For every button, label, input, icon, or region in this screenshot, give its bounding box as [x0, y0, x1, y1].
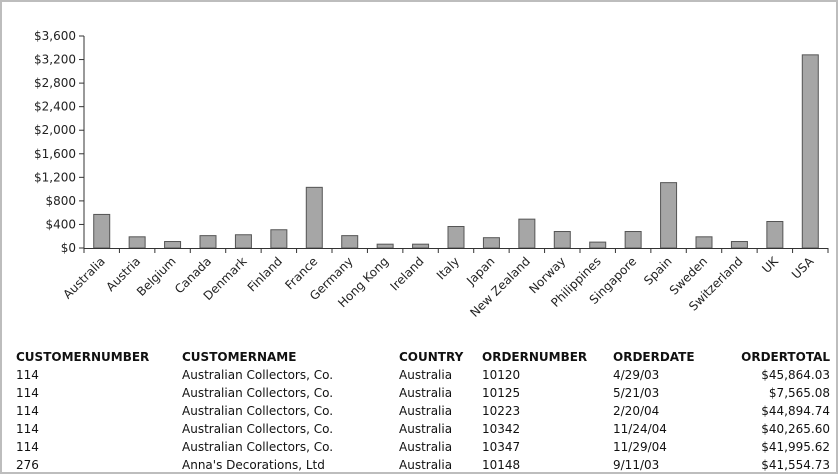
bar-spain [660, 182, 678, 249]
cell-orderdate: 4/29/03 [613, 368, 660, 382]
bar-hong-kong [376, 243, 394, 249]
bar-france [305, 186, 323, 249]
bar-australia [93, 213, 111, 249]
x-tick-label: USA [789, 254, 817, 282]
header-ordertotal: ORDERTOTAL [741, 350, 830, 364]
cell-country: Australia [399, 458, 453, 472]
bar-new-zealand [518, 218, 536, 249]
cell-customername: Australian Collectors, Co. [182, 422, 334, 436]
table-header-row: CUSTOMERNUMBER CUSTOMERNAME COUNTRY ORDE… [16, 348, 830, 366]
cell-country: Australia [399, 404, 453, 418]
cell-customername: Australian Collectors, Co. [182, 404, 334, 418]
cell-customernumber: 276 [16, 458, 39, 472]
cell-country: Australia [399, 368, 453, 382]
bar-finland [270, 229, 288, 249]
y-tick-label: $2,400 [34, 100, 76, 114]
cell-customername: Australian Collectors, Co. [182, 368, 334, 382]
x-tick-label: UK [759, 253, 781, 275]
header-orderdate: ORDERDATE [613, 350, 695, 364]
bar-belgium [164, 241, 182, 249]
table-row: 114 Australian Collectors, Co. Australia… [16, 438, 830, 456]
x-tick-label: Japan [463, 254, 497, 288]
bar-italy [447, 226, 465, 249]
table-row: 114 Australian Collectors, Co. Australia… [16, 366, 830, 384]
cell-ordernumber: 10125 [482, 386, 521, 400]
cell-ordertotal: $45,864.03 [761, 368, 830, 382]
table-row: 276 Anna's Decorations, Ltd Australia 10… [16, 456, 830, 472]
cell-orderdate: 9/11/03 [613, 458, 660, 472]
cell-customername: Australian Collectors, Co. [182, 440, 334, 454]
cell-orderdate: 11/24/04 [613, 422, 667, 436]
cell-customername: Australian Collectors, Co. [182, 386, 334, 400]
cell-ordernumber: 10223 [482, 404, 521, 418]
cell-country: Australia [399, 386, 453, 400]
cell-customername: Anna's Decorations, Ltd [182, 458, 325, 472]
x-tick-label: Spain [641, 254, 675, 288]
x-tick-label: Finland [245, 254, 285, 294]
cell-customernumber: 114 [16, 440, 39, 454]
cell-ordertotal: $44,894.74 [761, 404, 830, 418]
table-row: 114 Australian Collectors, Co. Australia… [16, 384, 830, 402]
cell-country: Australia [399, 440, 453, 454]
bar-austria [128, 236, 146, 249]
bar-switzerland [730, 241, 748, 249]
header-customernumber: CUSTOMERNUMBER [16, 350, 150, 364]
cell-orderdate: 11/29/04 [613, 440, 667, 454]
table-row: 114 Australian Collectors, Co. Australia… [16, 402, 830, 420]
cell-customernumber: 114 [16, 386, 39, 400]
y-tick-label: $3,200 [34, 53, 76, 67]
bar-sweden [695, 236, 713, 249]
cell-ordernumber: 10342 [482, 422, 521, 436]
x-tick-label: Italy [434, 254, 462, 282]
y-tick-label: $800 [45, 194, 76, 208]
cell-ordernumber: 10148 [482, 458, 521, 472]
cell-ordertotal: $40,265.60 [761, 422, 830, 436]
cell-ordernumber: 10120 [482, 368, 521, 382]
country-bar-chart: $0 $400 $800 $1,200 $1,600 $2,000 $2,400 $2,800… [34, 29, 829, 320]
y-tick-label: $1,600 [34, 147, 76, 161]
header-country: COUNTRY [399, 350, 464, 364]
cell-country: Australia [399, 422, 453, 436]
orders-table: CUSTOMERNUMBER CUSTOMERNAME COUNTRY ORDE… [16, 348, 830, 472]
bar-norway [553, 231, 571, 249]
table-row: 114 Australian Collectors, Co. Australia… [16, 420, 830, 438]
header-customername: CUSTOMERNAME [182, 350, 297, 364]
bar-ireland [412, 243, 430, 249]
cell-ordertotal: $41,995.62 [761, 440, 830, 454]
cell-ordertotal: $7,565.08 [768, 386, 830, 400]
y-tick-label: $400 [45, 217, 76, 231]
header-ordernumber: ORDERNUMBER [482, 350, 588, 364]
bar-uk [766, 221, 784, 249]
bar-usa [801, 54, 819, 249]
cell-orderdate: 2/20/04 [613, 404, 660, 418]
cell-customernumber: 114 [16, 404, 39, 418]
bar-singapore [624, 231, 642, 249]
cell-ordernumber: 10347 [482, 440, 521, 454]
cell-customernumber: 114 [16, 368, 39, 382]
x-tick-label: Australia [60, 254, 107, 301]
bar-denmark [234, 234, 252, 249]
y-tick-label: $0 [61, 241, 76, 255]
bar-canada [199, 235, 217, 249]
y-tick-label: $2,000 [34, 123, 76, 137]
x-tick-label: Ireland [387, 254, 426, 293]
cell-customernumber: 114 [16, 422, 39, 436]
y-tick-label: $1,200 [34, 170, 76, 184]
cell-orderdate: 5/21/03 [613, 386, 660, 400]
bar-philippines [589, 241, 607, 249]
bar-japan [482, 237, 500, 249]
x-tick-label: Belgium [134, 254, 179, 299]
bar-germany [341, 235, 359, 249]
y-tick-label: $2,800 [34, 76, 76, 90]
cell-ordertotal: $41,554.73 [761, 458, 830, 472]
y-tick-label: $3,600 [34, 29, 76, 43]
